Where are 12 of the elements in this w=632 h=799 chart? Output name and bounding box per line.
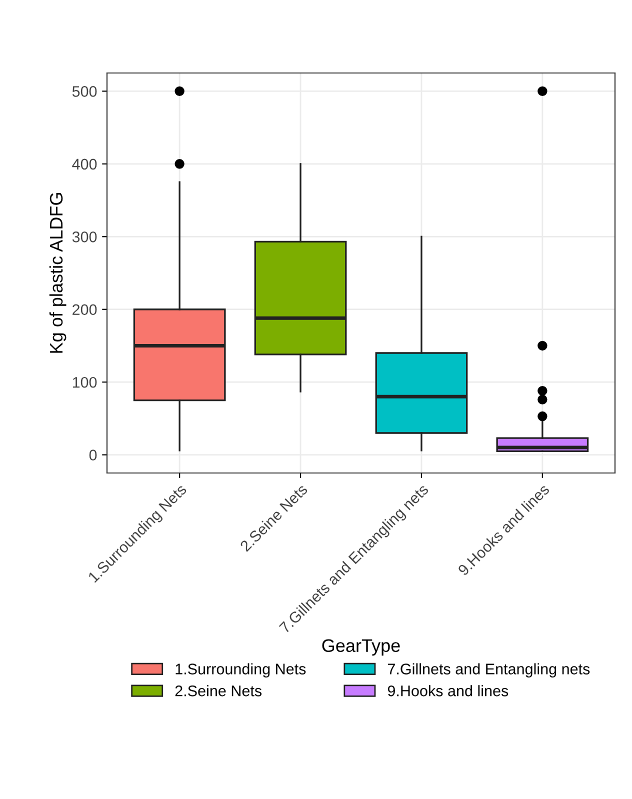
- legend-label: 1.Surrounding Nets: [176, 663, 306, 678]
- legend-title: GearType: [322, 639, 400, 656]
- legend-label: 7.Gillnets and Entangling nets: [388, 663, 590, 678]
- y-tick-label: 200: [72, 304, 97, 316]
- y-axis-title: Kg of plastic ALDFG: [49, 193, 66, 353]
- y-tick-label: 500: [72, 86, 97, 97]
- legend-label: 2.Seine Nets: [175, 685, 262, 696]
- y-tick-label: 100: [72, 376, 97, 388]
- legend-label: 9.Hooks and lines: [388, 685, 508, 696]
- y-tick-label: 400: [72, 158, 97, 170]
- y-tick-label: 300: [72, 232, 97, 242]
- y-tick-label: 0: [89, 450, 97, 461]
